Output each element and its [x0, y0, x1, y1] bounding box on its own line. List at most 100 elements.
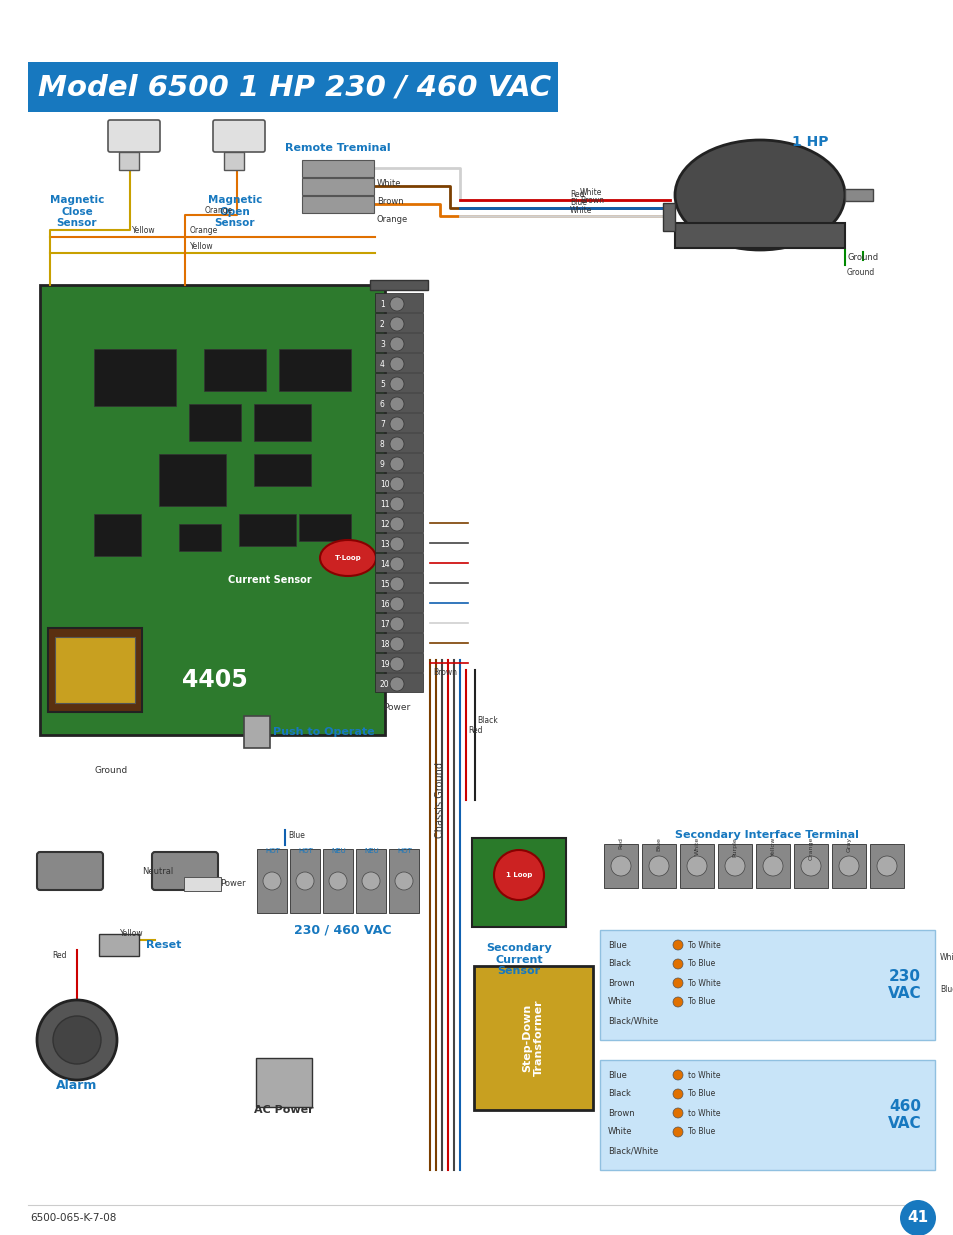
- Text: 41: 41: [906, 1210, 927, 1225]
- Text: Yellow: Yellow: [120, 929, 144, 937]
- Text: Purple: Purple: [732, 837, 737, 857]
- FancyBboxPatch shape: [375, 312, 422, 332]
- Text: 460
VAC: 460 VAC: [887, 1099, 921, 1131]
- FancyBboxPatch shape: [375, 634, 422, 652]
- FancyBboxPatch shape: [94, 514, 141, 556]
- Text: Blue: Blue: [288, 830, 305, 840]
- Text: Black: Black: [607, 960, 630, 968]
- Text: Orange: Orange: [807, 837, 813, 861]
- FancyBboxPatch shape: [755, 844, 789, 888]
- FancyBboxPatch shape: [675, 224, 844, 248]
- Text: 8: 8: [379, 440, 384, 448]
- Text: Brown: Brown: [433, 667, 456, 677]
- Text: Push to Operate: Push to Operate: [273, 727, 375, 737]
- Circle shape: [390, 396, 403, 411]
- Circle shape: [648, 856, 668, 876]
- Circle shape: [672, 997, 682, 1007]
- FancyBboxPatch shape: [603, 844, 638, 888]
- FancyBboxPatch shape: [474, 966, 593, 1110]
- Text: White: White: [694, 837, 699, 856]
- FancyBboxPatch shape: [184, 877, 221, 890]
- FancyBboxPatch shape: [302, 161, 374, 177]
- Text: 4: 4: [379, 359, 384, 368]
- FancyBboxPatch shape: [94, 350, 175, 406]
- Circle shape: [672, 978, 682, 988]
- Ellipse shape: [319, 540, 375, 576]
- Text: Current Sensor: Current Sensor: [228, 576, 312, 585]
- FancyBboxPatch shape: [375, 373, 422, 391]
- Circle shape: [672, 1108, 682, 1118]
- FancyBboxPatch shape: [375, 613, 422, 632]
- Circle shape: [390, 417, 403, 431]
- Text: 14: 14: [379, 559, 389, 568]
- Text: T·Loop: T·Loop: [335, 555, 361, 561]
- Text: Black/White: Black/White: [607, 1146, 658, 1156]
- Text: Step-Down
Transformer: Step-Down Transformer: [522, 999, 544, 1077]
- Text: HOT: HOT: [265, 848, 280, 853]
- Circle shape: [390, 637, 403, 651]
- Text: to White: to White: [687, 1071, 720, 1079]
- FancyBboxPatch shape: [152, 852, 218, 890]
- Circle shape: [390, 357, 403, 370]
- FancyBboxPatch shape: [375, 293, 422, 312]
- Text: Ground: Ground: [846, 253, 878, 262]
- Text: Brown: Brown: [607, 1109, 634, 1118]
- FancyBboxPatch shape: [278, 350, 351, 391]
- Circle shape: [672, 940, 682, 950]
- Circle shape: [838, 856, 858, 876]
- FancyBboxPatch shape: [213, 120, 265, 152]
- Text: Yellow: Yellow: [770, 837, 775, 856]
- Circle shape: [672, 1070, 682, 1079]
- Text: Blue: Blue: [607, 1071, 626, 1079]
- Text: Neutral: Neutral: [142, 867, 173, 877]
- Text: 6: 6: [379, 399, 384, 409]
- Text: Magnetic
Open
Sensor: Magnetic Open Sensor: [208, 195, 262, 228]
- Text: Secondary
Current
Sensor: Secondary Current Sensor: [486, 944, 551, 976]
- Text: 15: 15: [379, 579, 389, 589]
- Circle shape: [390, 597, 403, 611]
- Text: White: White: [569, 205, 592, 215]
- FancyBboxPatch shape: [375, 453, 422, 472]
- Text: to White: to White: [687, 1109, 720, 1118]
- Text: NEU: NEU: [332, 848, 346, 853]
- Circle shape: [390, 477, 403, 492]
- Circle shape: [395, 872, 413, 890]
- FancyBboxPatch shape: [256, 848, 287, 913]
- FancyBboxPatch shape: [375, 513, 422, 532]
- Text: To Blue: To Blue: [687, 998, 715, 1007]
- FancyBboxPatch shape: [355, 848, 386, 913]
- Text: Black/White: Black/White: [607, 1016, 658, 1025]
- Circle shape: [686, 856, 706, 876]
- Text: Ground: Ground: [95, 766, 128, 774]
- FancyBboxPatch shape: [375, 573, 422, 592]
- Text: AC Power: AC Power: [253, 1105, 314, 1115]
- Circle shape: [390, 537, 403, 551]
- FancyBboxPatch shape: [662, 203, 675, 231]
- FancyBboxPatch shape: [599, 930, 934, 1040]
- Text: White: White: [939, 953, 953, 962]
- Text: 1 Loop: 1 Loop: [505, 872, 532, 878]
- Text: 230 / 460 VAC: 230 / 460 VAC: [294, 924, 391, 936]
- Circle shape: [53, 1016, 101, 1065]
- Text: 19: 19: [379, 659, 389, 668]
- Circle shape: [295, 872, 314, 890]
- FancyBboxPatch shape: [244, 716, 270, 748]
- Text: Blue: Blue: [607, 941, 626, 950]
- Text: 9: 9: [379, 459, 384, 468]
- Text: Chassis Ground: Chassis Ground: [435, 762, 444, 839]
- Text: NEU: NEU: [364, 848, 379, 853]
- FancyBboxPatch shape: [718, 844, 751, 888]
- FancyBboxPatch shape: [40, 285, 385, 735]
- Text: To White: To White: [687, 941, 720, 950]
- Text: 16: 16: [379, 599, 389, 609]
- Text: White: White: [607, 1128, 632, 1136]
- Text: Gray: Gray: [845, 837, 851, 852]
- Text: Reset: Reset: [146, 940, 181, 950]
- FancyBboxPatch shape: [108, 120, 160, 152]
- Circle shape: [390, 296, 403, 311]
- FancyBboxPatch shape: [224, 152, 244, 170]
- Text: 4405: 4405: [182, 668, 248, 692]
- Circle shape: [724, 856, 744, 876]
- FancyBboxPatch shape: [37, 852, 103, 890]
- FancyBboxPatch shape: [375, 673, 422, 692]
